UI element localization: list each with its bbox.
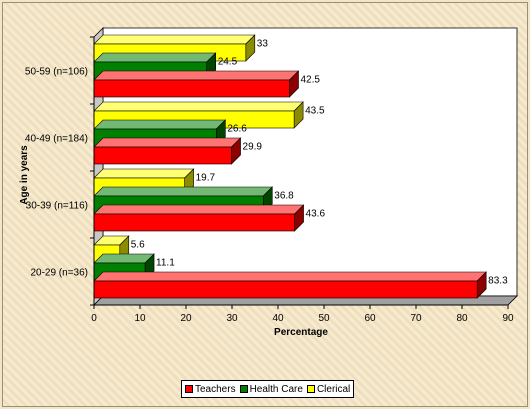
data-label: 29.9 <box>243 142 263 153</box>
y-tick-label: 50-59 (n=106) <box>25 67 88 78</box>
x-tick-label: 70 <box>410 313 422 324</box>
data-label: 83.3 <box>488 276 508 287</box>
x-tick-label: 10 <box>134 313 146 324</box>
legend-item-health-care: Health Care <box>239 383 303 395</box>
legend-item-clerical: Clerical <box>306 383 351 395</box>
data-label: 19.7 <box>196 173 216 184</box>
x-tick-label: 60 <box>364 313 376 324</box>
x-tick-label: 30 <box>226 313 238 324</box>
bar-teachers-1: 83.3 <box>93 271 508 299</box>
axes-group: 0 10 20 30 40 50 60 70 80 90 20-29 (n=36) 30-39 (n=… <box>25 36 514 324</box>
data-label: 11.1 <box>156 258 175 269</box>
data-label: 42.5 <box>301 75 321 86</box>
legend-label: Health Care <box>249 383 303 395</box>
x-tick-label: 80 <box>456 313 468 324</box>
bar-teachers-3: 29.9 <box>93 137 263 165</box>
y-tick-label: 30-39 (n=116) <box>26 201 88 212</box>
data-label: 43.5 <box>305 106 325 117</box>
data-label: 36.8 <box>274 191 294 202</box>
legend-swatch <box>185 385 193 393</box>
bar-teachers-2: 43.6 <box>93 204 326 232</box>
legend-swatch <box>306 385 315 393</box>
legend: Teachers Health Care Clerical <box>181 380 355 398</box>
data-label: 5.6 <box>131 240 145 251</box>
x-axis-title: Percentage <box>274 327 328 338</box>
data-label: 33 <box>257 39 269 50</box>
x-tick-label: 40 <box>272 313 284 324</box>
legend-label: Teachers <box>195 383 236 395</box>
y-tick-label: 20-29 (n=36) <box>30 268 88 279</box>
data-label: 24.5 <box>218 57 238 68</box>
data-label: 43.6 <box>306 209 326 220</box>
legend-label: Clerical <box>316 383 351 395</box>
x-tick-label: 0 <box>91 313 97 324</box>
x-tick-label: 90 <box>502 313 514 324</box>
legend-swatch <box>239 385 248 393</box>
bars-group: 33 24.5 42.5 43.5 26.6 29.9 19.7 36.8 43.6 5.6 11.… <box>93 34 508 299</box>
y-axis-title: Age in years <box>19 145 30 205</box>
y-tick-label: 40-49 (n=184) <box>25 134 88 145</box>
data-label: 26.6 <box>227 124 247 135</box>
x-tick-label: 50 <box>318 313 330 324</box>
x-tick-label: 20 <box>180 313 192 324</box>
legend-item-teachers: Teachers <box>185 384 236 395</box>
bar-teachers-4: 42.5 <box>93 70 321 98</box>
